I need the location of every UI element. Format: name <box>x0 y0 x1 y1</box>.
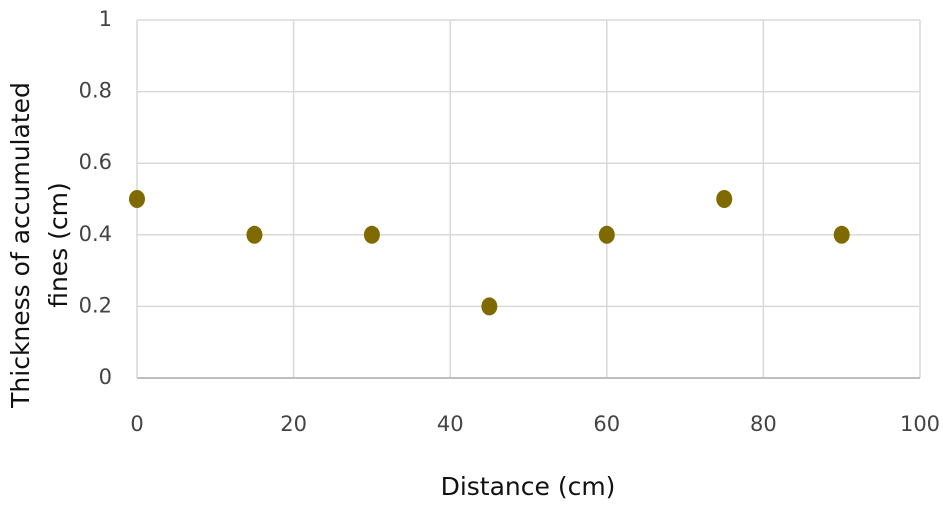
y-tick-label: 1 <box>99 7 112 31</box>
point <box>716 190 733 208</box>
point <box>833 225 850 244</box>
y-tick-label: 0 <box>99 365 112 389</box>
point <box>363 225 380 244</box>
point <box>481 297 498 316</box>
y-tick-label: 0.4 <box>79 222 112 246</box>
x-axis-label: Distance (cm) <box>441 472 616 501</box>
y-tick-label: 0.8 <box>79 79 112 103</box>
x-tick-label: 40 <box>437 412 464 436</box>
y-tick-label: 0.2 <box>79 293 112 317</box>
point <box>246 225 263 244</box>
y-tick-label: 0.6 <box>79 150 112 174</box>
x-tick-label: 100 <box>900 412 940 436</box>
point <box>598 225 615 244</box>
x-tick-label: 80 <box>750 412 777 436</box>
x-tick-label: 20 <box>280 412 307 436</box>
point <box>129 190 145 208</box>
y-axis-label: Thickness of accumulated <box>6 82 35 409</box>
x-tick-label: 60 <box>593 412 620 436</box>
x-tick-label: 0 <box>130 412 143 436</box>
y-axis-label: fines (cm) <box>44 182 73 308</box>
